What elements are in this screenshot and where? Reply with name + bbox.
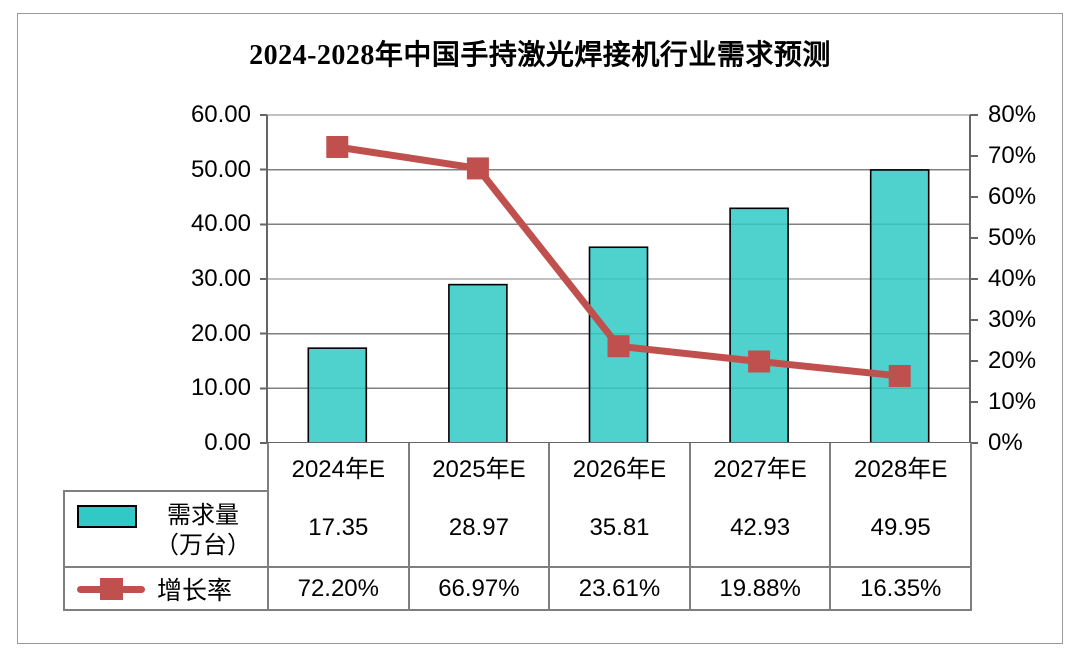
left-axis-label: 30.00 — [190, 265, 251, 292]
growth-legend-marker — [100, 577, 123, 600]
growth-legend-label: 增长率 — [157, 576, 233, 605]
table-demand-value-2028年E: 49.95 — [831, 490, 972, 568]
right-axis-label: 80% — [988, 101, 1037, 128]
right-axis-label: 70% — [988, 142, 1037, 169]
demand-legend-label-line: 需求量 — [167, 502, 239, 529]
line-marker-2024年E — [326, 135, 349, 158]
table-growth-value-2026年E: 23.61% — [550, 568, 691, 611]
table-growth-value-2025年E: 66.97% — [409, 568, 551, 611]
left-axis-label: 0.00 — [204, 429, 251, 456]
left-axis-label: 60.00 — [190, 101, 251, 128]
bar-2024年E — [307, 347, 368, 444]
category-axis-row: 2024年E 2025年E 2026年E 2027年E 2028年E — [267, 443, 972, 492]
line-marker-2026年E — [607, 335, 630, 358]
table-demand-value-2026年E: 35.81 — [550, 490, 691, 568]
right-axis-label: 60% — [988, 183, 1037, 210]
right-axis-label: 0% — [988, 429, 1023, 456]
right-axis-label: 50% — [988, 224, 1037, 251]
line-marker-2025年E — [466, 157, 489, 180]
legend-demand: 需求量 （万台） — [65, 490, 269, 568]
right-axis-label: 10% — [988, 388, 1037, 415]
data-table: 需求量 （万台） 17.35 28.97 35.81 42.93 49.95 增长率 72.20… — [63, 490, 972, 611]
legend-growth: 增长率 — [65, 568, 269, 611]
left-axis-label: 10.00 — [190, 374, 251, 402]
table-demand-value-2025年E: 28.97 — [409, 490, 551, 568]
table-growth-value-2027年E: 19.88% — [690, 568, 832, 611]
growth-legend-swatch — [77, 577, 145, 600]
right-axis-label: 20% — [988, 347, 1037, 374]
right-axis-label: 30% — [988, 306, 1037, 333]
demand-legend-label-line: （万台） — [155, 532, 251, 559]
category-label: 2026年E — [550, 443, 691, 490]
left-axis-label: 50.00 — [190, 155, 251, 183]
bar-2025年E — [448, 283, 508, 444]
category-label: 2028年E — [831, 443, 972, 490]
table-demand-value-2024年E: 17.35 — [269, 490, 410, 568]
category-label: 2024年E — [269, 443, 410, 490]
table-growth-value-2024年E: 72.20% — [269, 568, 410, 611]
chart-outer-frame — [17, 13, 1063, 644]
table-growth-value-2028年E: 16.35% — [831, 568, 972, 611]
bar-2027年E — [729, 207, 789, 444]
table-demand-value-2027年E: 42.93 — [690, 490, 832, 568]
category-label: 2025年E — [409, 443, 551, 490]
bar-2028年E — [869, 169, 930, 444]
demand-legend-swatch — [77, 505, 137, 528]
right-axis-label: 40% — [988, 265, 1037, 292]
left-axis-label: 20.00 — [190, 319, 251, 347]
category-label: 2027年E — [690, 443, 832, 490]
line-marker-2027年E — [748, 350, 771, 373]
demand-legend-label: 需求量 （万台） — [149, 501, 267, 561]
line-marker-2028年E — [888, 364, 911, 387]
left-axis-label: 40.00 — [190, 210, 251, 238]
chart-title: 2024-2028年中国手持激光焊接机行业需求预测 — [249, 40, 831, 71]
